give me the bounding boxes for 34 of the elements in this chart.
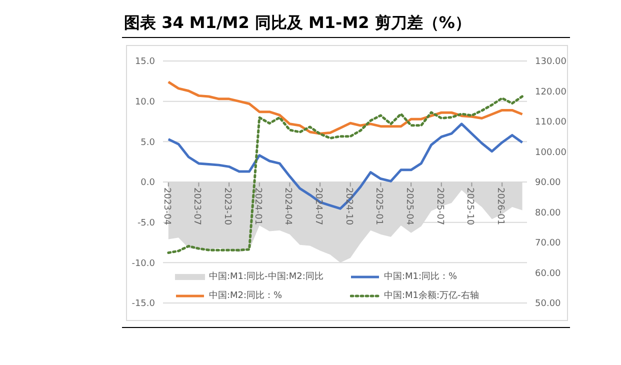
- x-tick-label: 2024-01: [252, 188, 262, 226]
- y-tick-label: -5.0: [137, 218, 156, 229]
- x-tick-label: 2025-01: [374, 188, 384, 226]
- chart-title: 图表 34 M1/M2 同比及 M1-M2 剪刀差（%）: [124, 13, 471, 34]
- x-tick-label: 2023-07: [192, 188, 202, 226]
- y2-tick-label: 80.00: [535, 208, 562, 218]
- y-tick-label: 15.0: [134, 57, 156, 68]
- x-tick-label: 2025-10: [464, 188, 475, 226]
- y2-tick-label: 60.00: [535, 268, 562, 279]
- y2-tick-label: 50.00: [535, 299, 562, 310]
- y-tick-label: -15.0: [132, 299, 156, 310]
- legend-label: 中国:M1:同比：%: [384, 270, 458, 283]
- x-tick-label: 2024-04: [282, 188, 293, 226]
- legend-label: 中国:M1余额:万亿-右轴: [384, 290, 479, 302]
- y2-tick-label: 90.00: [535, 178, 562, 188]
- y-tick-label: -10.0: [132, 258, 156, 269]
- legend-label: 中国:M1:同比-中国:M2:同比: [209, 270, 324, 283]
- line-series: [167, 80, 524, 135]
- x-tick-label: 2023-04: [161, 188, 172, 226]
- y2-tick-label: 120.00: [535, 87, 567, 98]
- x-tick-label: 2025-07: [434, 188, 444, 226]
- x-tick-label: 2025-04: [404, 188, 414, 226]
- y2-tick-label: 110.00: [535, 118, 567, 128]
- x-tick-label: 2023-10: [222, 188, 232, 226]
- y-tick-label: 0.0: [140, 178, 156, 188]
- y-tick-label: 10.0: [134, 98, 156, 108]
- y2-tick-label: 100.00: [535, 148, 567, 158]
- x-tick-label: 2024-07: [313, 188, 324, 226]
- y2-tick-label: 70.00: [535, 238, 562, 249]
- legend-label: 中国:M2:同比：%: [209, 290, 282, 302]
- x-tick-label: 2026-01: [495, 188, 506, 226]
- y-tick-label: 5.0: [140, 138, 156, 148]
- y2-tick-label: 130.00: [535, 57, 567, 68]
- x-tick-label: 2024-10: [343, 188, 354, 226]
